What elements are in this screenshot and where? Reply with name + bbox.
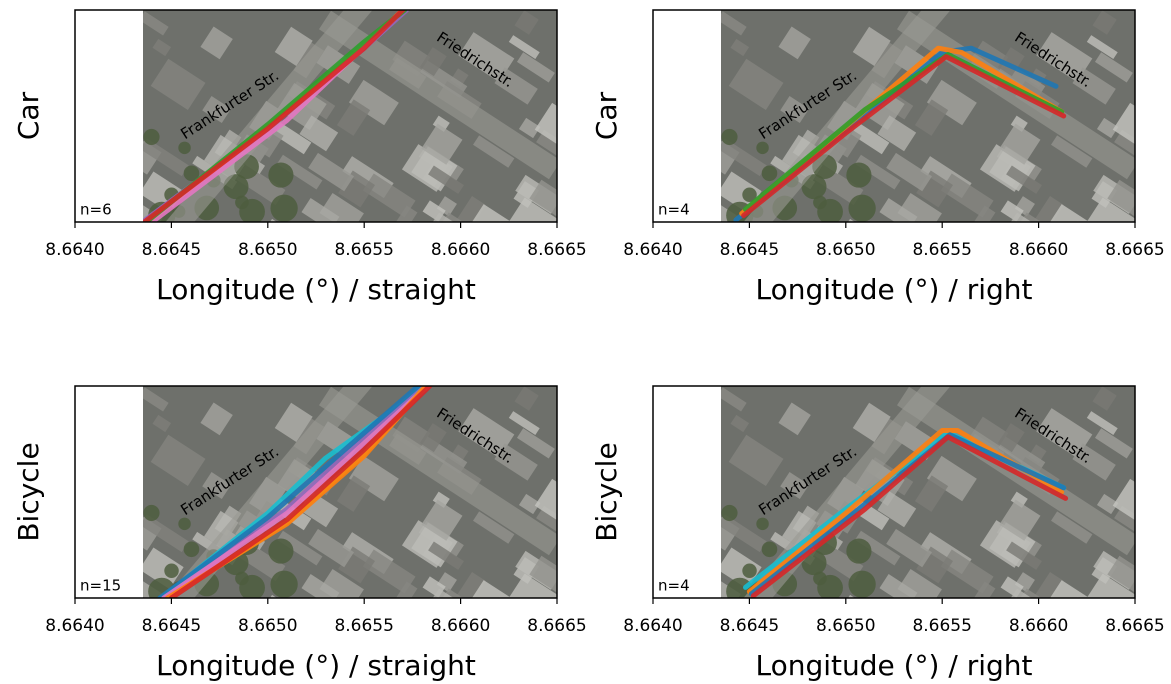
tree [756,142,768,154]
tree [143,505,159,521]
x-axis-label: Longitude (°) / right [755,649,1032,682]
tree [268,162,293,187]
tree [239,575,265,601]
y-axis-label: Bicycle [590,442,623,541]
tree [721,505,737,521]
x-tick-label: 8.6640 [45,240,104,260]
x-tick-label: 8.6650 [238,240,297,260]
x-tick-label: 8.6660 [1009,616,1068,636]
x-tick-label: 8.6640 [45,616,104,636]
tree [762,541,778,557]
tree [184,541,200,557]
tree [762,165,778,181]
count-label: n=4 [658,577,690,595]
x-tick-label: 8.6650 [238,616,297,636]
x-tick-label: 8.6640 [623,240,682,260]
tree [178,518,190,530]
x-tick-label: 8.6660 [431,616,490,636]
tree [164,564,178,578]
y-axis-label: Car [12,91,45,140]
x-axis-label: Longitude (°) / right [755,273,1032,306]
tree [143,129,159,145]
tree [270,571,297,598]
x-tick-label: 8.6665 [1105,240,1164,260]
tree [721,129,737,145]
x-tick-label: 8.6660 [1009,240,1068,260]
x-axis-label: Longitude (°) / straight [156,649,476,682]
tree [846,538,871,563]
x-tick-label: 8.6645 [720,240,779,260]
x-tick-label: 8.6655 [912,616,971,636]
x-tick-label: 8.6665 [527,616,586,636]
tree [742,564,756,578]
tree [848,195,875,222]
subplot: Frankfurter Str.Friedrichstr.n=158.66408… [12,366,587,682]
x-tick-label: 8.6660 [431,240,490,260]
count-label: n=6 [80,201,112,219]
subplot: Frankfurter Str.Friedrichstr.n=48.66408.… [590,0,1165,306]
x-tick-label: 8.6645 [142,616,201,636]
tree [178,142,190,154]
x-tick-label: 8.6645 [720,616,779,636]
tree [848,571,875,598]
x-tick-label: 8.6650 [816,240,875,260]
x-tick-label: 8.6640 [623,616,682,636]
x-tick-label: 8.6655 [334,616,393,636]
x-tick-label: 8.6655 [334,240,393,260]
x-tick-label: 8.6645 [142,240,201,260]
count-label: n=4 [658,201,690,219]
subplot: Frankfurter Str.Friedrichstr.n=68.66408.… [12,0,587,306]
tree [270,195,297,222]
y-axis-label: Car [590,91,623,140]
x-axis-label: Longitude (°) / straight [156,273,476,306]
x-tick-label: 8.6665 [1105,616,1164,636]
tree [268,538,293,563]
x-tick-label: 8.6655 [912,240,971,260]
y-axis-label: Bicycle [12,442,45,541]
x-tick-label: 8.6665 [527,240,586,260]
tree [817,199,843,225]
x-tick-label: 8.6650 [816,616,875,636]
tree [239,199,265,225]
count-label: n=15 [80,577,121,595]
tree [817,575,843,601]
figure: Frankfurter Str.Friedrichstr.n=68.66408.… [0,0,1171,684]
tree [846,162,871,187]
tree [756,518,768,530]
